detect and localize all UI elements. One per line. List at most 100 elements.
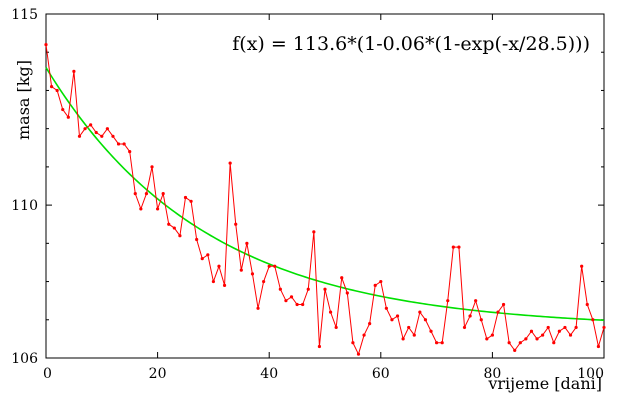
data-point [200, 257, 204, 261]
measured-series-line [45, 44, 605, 356]
data-point [435, 341, 439, 345]
x-axis-label: vrijeme [dani] [487, 374, 602, 393]
data-point [440, 341, 444, 345]
x-tick-label: 20 [149, 366, 167, 382]
data-point [83, 127, 87, 131]
data-point [328, 310, 333, 314]
data-point [379, 279, 383, 284]
data-point [563, 325, 567, 330]
data-point [457, 245, 461, 249]
data-point [172, 226, 176, 230]
data-point [156, 207, 160, 211]
data-point [407, 325, 411, 330]
data-point [167, 222, 171, 226]
data-point [77, 134, 82, 138]
x-tick-label: 100 [577, 366, 604, 382]
data-point [574, 325, 578, 330]
data-point [301, 302, 305, 307]
axis-tick-labels: 0 20 40 60 80 100 106 110 115 [11, 7, 604, 382]
x-tick-label: 0 [43, 366, 52, 382]
data-point [552, 341, 556, 345]
data-point [89, 123, 93, 127]
data-point [228, 161, 232, 165]
data-point [412, 333, 416, 337]
data-point [178, 234, 182, 238]
data-point [580, 264, 584, 268]
data-point [446, 299, 450, 303]
data-point [100, 134, 104, 138]
data-point [334, 325, 338, 330]
data-point [541, 333, 545, 337]
data-point [289, 295, 294, 299]
data-point [195, 237, 199, 242]
data-point [183, 195, 188, 200]
data-point [513, 348, 517, 352]
data-point [206, 253, 210, 257]
data-point [395, 314, 400, 318]
data-point [368, 322, 372, 326]
plot-frame [45, 13, 605, 359]
data-point [373, 283, 377, 287]
x-tick-label: 60 [372, 366, 390, 382]
data-point [55, 88, 59, 93]
data-point [245, 241, 249, 245]
y-tick-label: 115 [11, 7, 38, 23]
data-point [250, 272, 255, 276]
data-point [546, 325, 550, 330]
data-point [345, 291, 349, 295]
data-point [256, 306, 260, 310]
data-point [312, 230, 316, 234]
data-point [351, 341, 355, 345]
data-point [105, 127, 109, 131]
data-point [267, 264, 271, 268]
data-point [111, 134, 115, 138]
data-point [189, 199, 193, 203]
y-tick-label: 106 [11, 351, 38, 367]
y-tick-label: 110 [11, 198, 38, 214]
data-point [390, 318, 394, 322]
data-point [490, 333, 494, 337]
data-point [217, 264, 221, 268]
data-point [518, 341, 522, 345]
x-tick-label: 40 [260, 366, 278, 382]
data-point [323, 287, 327, 291]
data-point [306, 287, 310, 291]
data-point [496, 310, 500, 314]
data-point [139, 207, 143, 211]
data-point [122, 142, 126, 146]
data-point [479, 318, 483, 322]
data-point [418, 310, 422, 314]
data-point [535, 337, 539, 341]
data-point [94, 130, 98, 135]
data-point [278, 287, 282, 291]
data-point [161, 192, 165, 196]
data-point [133, 192, 137, 196]
data-point [568, 333, 573, 337]
data-point [362, 333, 366, 337]
data-point [61, 107, 65, 112]
data-point [340, 276, 344, 280]
data-point [474, 299, 478, 303]
data-point [150, 165, 154, 169]
data-point [356, 352, 361, 356]
data-point [128, 150, 132, 154]
data-point [501, 302, 506, 307]
data-point [234, 222, 238, 226]
data-point [44, 42, 48, 47]
data-point [72, 69, 76, 73]
data-point [507, 341, 511, 345]
y-axis-label: masa [kg] [14, 60, 33, 140]
data-point [423, 318, 428, 322]
data-point [585, 302, 589, 307]
data-point [295, 302, 299, 307]
fit-curve [45, 67, 605, 322]
data-point [429, 329, 433, 333]
data-point [144, 192, 149, 196]
data-point [401, 337, 405, 341]
data-point [284, 299, 288, 303]
measured-series-points [44, 42, 606, 356]
data-point [384, 306, 388, 310]
data-point [462, 325, 467, 330]
data-point [524, 337, 528, 341]
